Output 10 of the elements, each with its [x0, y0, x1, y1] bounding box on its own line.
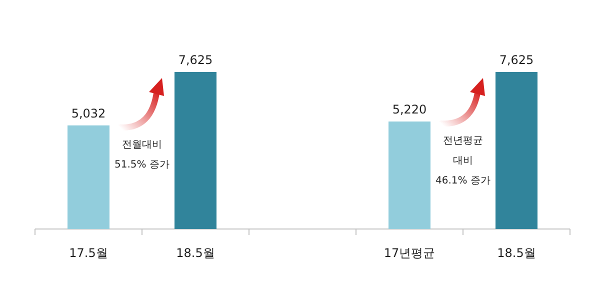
data-label: 5,032	[71, 106, 106, 120]
annotation: 전년평균 대비 46.1% 증가	[436, 136, 490, 187]
x-tick-label: 18.5월	[176, 246, 215, 260]
data-label: 7,625	[499, 53, 534, 67]
annotation: 전월대비 51.5% 증가	[114, 139, 170, 170]
x-tick-label: 17년평균	[384, 246, 436, 260]
x-tick-label: 18.5월	[497, 246, 536, 260]
x-tick-label: 17.5월	[69, 246, 108, 260]
data-label: 7,625	[178, 53, 213, 67]
data-label: 5,220	[392, 102, 427, 117]
